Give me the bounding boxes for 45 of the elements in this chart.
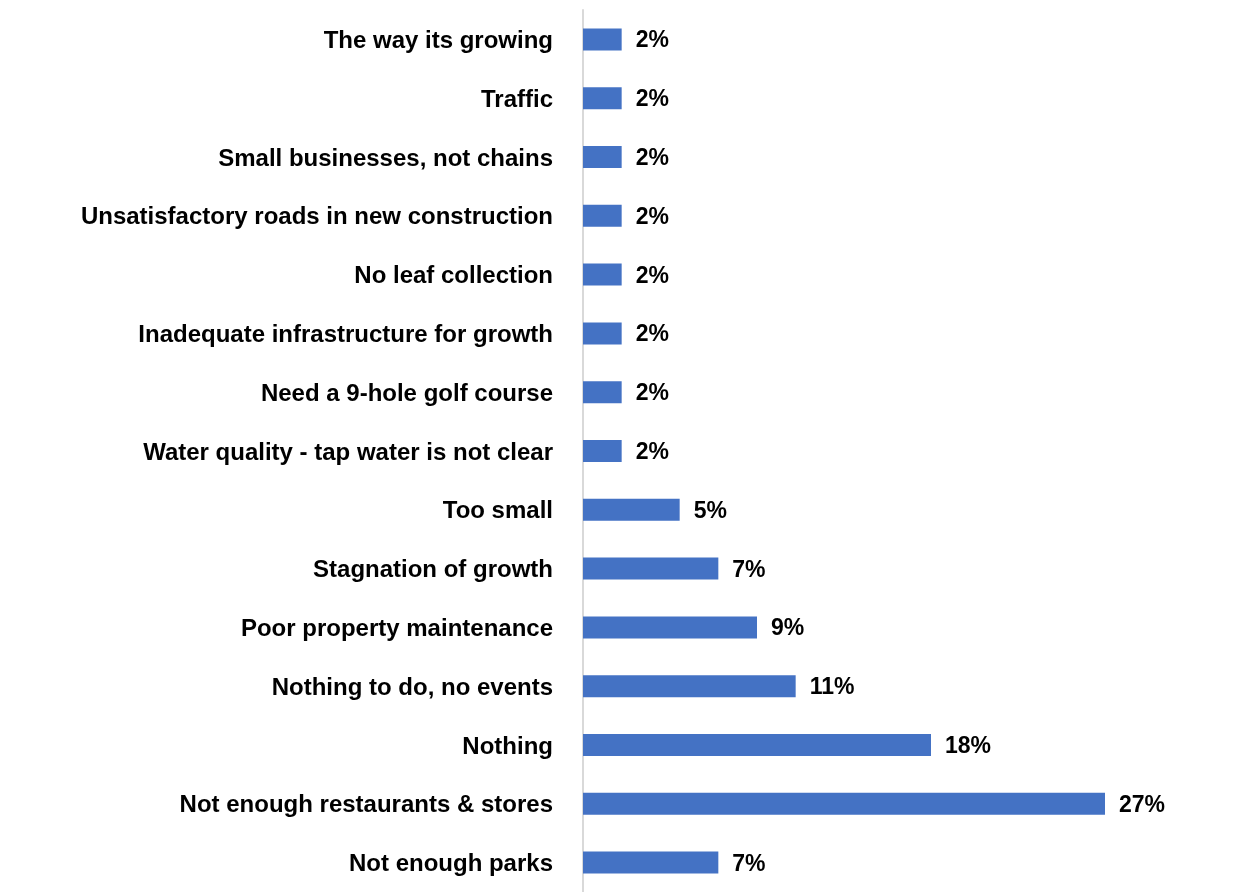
bar — [583, 204, 622, 227]
data-label: 2% — [635, 261, 669, 288]
y-tick-label: Not enough parks — [348, 849, 553, 877]
bar — [583, 616, 757, 639]
y-tick-label: Nothing — [462, 731, 553, 759]
y-tick-label: Nothing to do, no events — [271, 672, 553, 700]
y-tick-label: Traffic — [480, 84, 553, 112]
data-label: 2% — [635, 144, 669, 170]
bar — [583, 28, 622, 51]
bar — [583, 440, 622, 462]
bar — [583, 734, 931, 756]
data-label: 2% — [635, 202, 669, 229]
bar — [583, 381, 622, 404]
bar — [583, 557, 719, 580]
y-tick-label: Poor property maintenance — [240, 613, 553, 641]
data-label: 7% — [732, 849, 766, 876]
data-label: 5% — [693, 496, 727, 523]
y-tick-label: Too small — [442, 496, 553, 524]
data-label: 2% — [635, 320, 669, 347]
y-tick-label: Unsatisfactory roads in new construction — [80, 202, 553, 230]
y-tick-label: Inadequate infrastructure for growth — [138, 319, 553, 347]
y-tick-label: The way its growing — [323, 25, 553, 53]
bar — [583, 322, 622, 345]
y-tick-label: Not enough restaurants & stores — [179, 790, 553, 818]
bar — [583, 792, 1105, 815]
y-tick-label: Small businesses, not chains — [218, 143, 553, 171]
data-label: 7% — [732, 555, 766, 582]
bar — [583, 87, 622, 110]
bar — [583, 498, 680, 521]
bar — [583, 146, 622, 168]
data-label: 2% — [635, 379, 669, 406]
y-tick-label: Stagnation of growth — [313, 555, 553, 583]
bar — [583, 675, 796, 698]
y-tick-label: No leaf collection — [354, 261, 553, 289]
bar — [583, 851, 719, 874]
data-label: 9% — [771, 614, 805, 641]
data-label: 2% — [635, 85, 669, 112]
data-label: 18% — [945, 732, 992, 758]
data-label: 2% — [635, 438, 669, 464]
bar — [583, 263, 622, 286]
y-tick-label: Water quality - tap water is not clear — [143, 437, 553, 465]
data-label: 11% — [809, 673, 855, 700]
data-label: 2% — [635, 26, 669, 53]
data-label: 27% — [1119, 790, 1166, 817]
y-tick-label: Need a 9-hole golf course — [260, 378, 553, 406]
